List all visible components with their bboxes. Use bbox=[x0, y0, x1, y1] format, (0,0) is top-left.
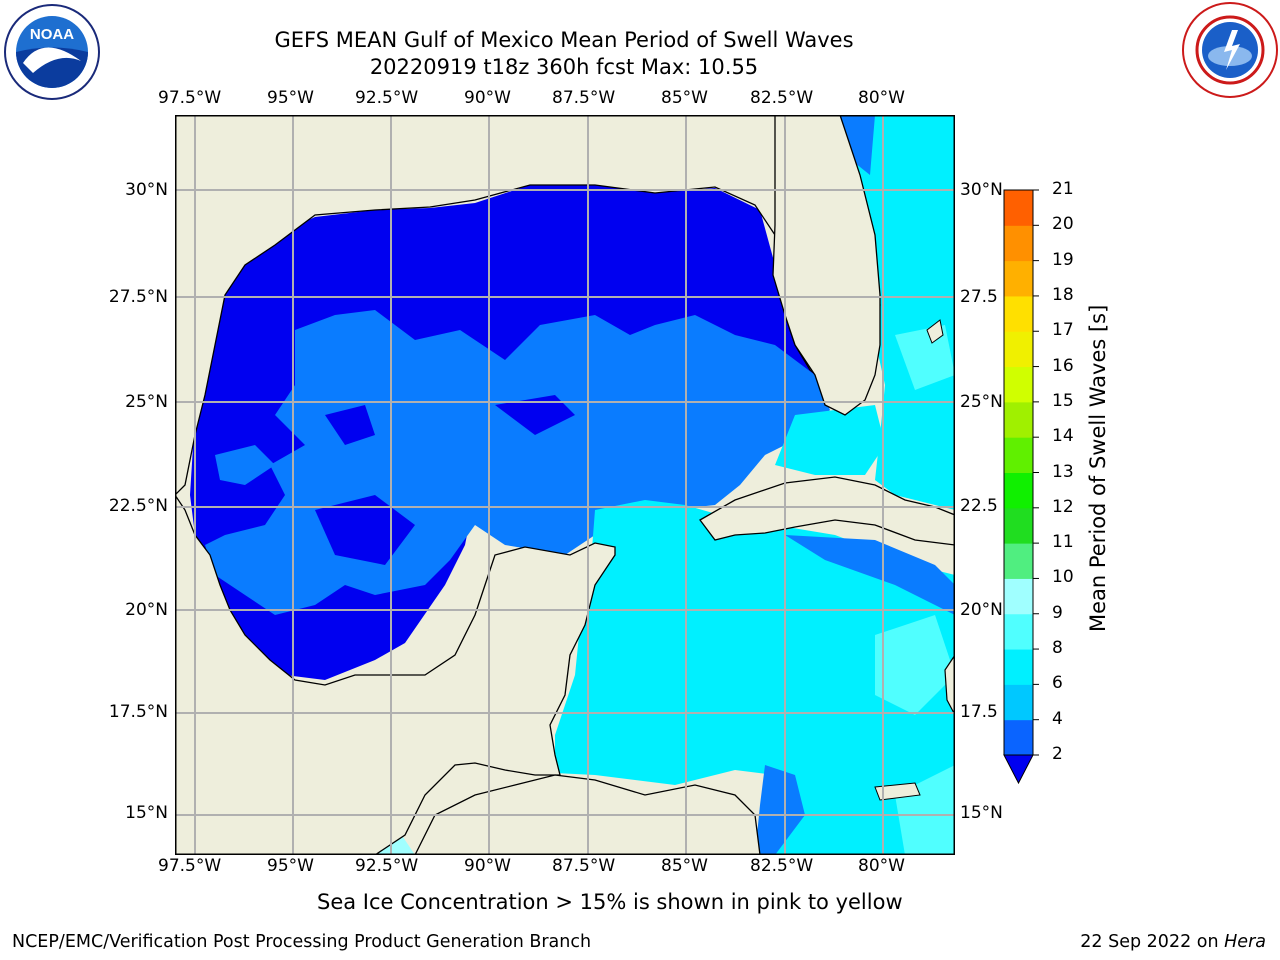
caribbean-cyan-swell-area bbox=[555, 500, 955, 855]
caribbean-dark-swell-edge bbox=[785, 535, 955, 615]
lon-tick-top: 80°W bbox=[858, 88, 905, 108]
lon-tick-bottom: 95°W bbox=[267, 856, 314, 876]
colorbar-tick-label: 6 bbox=[1052, 673, 1063, 694]
colorbar-tick-label: 21 bbox=[1052, 179, 1074, 199]
lon-tick-bottom: 92.5°W bbox=[355, 856, 419, 876]
land-yucatan bbox=[175, 493, 616, 855]
colorbar-segment bbox=[1004, 401, 1033, 438]
caribbean-dark-swell-edge bbox=[755, 765, 805, 855]
footer-credit: NCEP/EMC/Verification Post Processing Pr… bbox=[12, 932, 592, 952]
colorbar-tick-label: 16 bbox=[1052, 355, 1074, 376]
colorbar bbox=[1003, 189, 1039, 785]
colorbar-tick-label: 11 bbox=[1052, 532, 1074, 553]
colorbar-segment bbox=[1004, 719, 1033, 756]
colorbar-tick-label: 8 bbox=[1052, 638, 1063, 659]
chart-subtitle: 20220919 t18z 360h fcst Max: 10.55 bbox=[369, 55, 759, 79]
cyan-light-patch bbox=[895, 325, 955, 390]
gulf-dark-swell-patch bbox=[325, 405, 375, 445]
lon-tick-top: 87.5°W bbox=[552, 88, 616, 108]
colorbar-extension bbox=[1003, 754, 1034, 785]
colorbar-tick-label: 14 bbox=[1052, 426, 1074, 447]
land-cuba bbox=[699, 476, 955, 546]
colorbar-segment bbox=[1004, 190, 1033, 226]
lat-tick-left: 30°N bbox=[125, 180, 168, 200]
colorbar-segment bbox=[1004, 613, 1033, 650]
colorbar-tick-label: 12 bbox=[1052, 496, 1074, 517]
lat-tick-left: 27.5°N bbox=[108, 287, 168, 307]
lon-tick-bottom: 80°W bbox=[858, 856, 905, 876]
lat-tick-left: 15°N bbox=[125, 803, 168, 823]
lat-tick-right: 30°N bbox=[960, 180, 1003, 200]
land-jamaica bbox=[874, 782, 921, 801]
colorbar-tick-label: 13 bbox=[1052, 461, 1074, 482]
footer-date: 22 Sep 2022 on Hera bbox=[1080, 932, 1266, 952]
map-plot bbox=[175, 115, 955, 855]
lon-tick-top: 97.5°W bbox=[158, 88, 222, 108]
lon-tick-bottom: 90°W bbox=[464, 856, 511, 876]
lat-tick-right: 22.5 bbox=[960, 496, 998, 516]
lon-tick-top: 90°W bbox=[464, 88, 511, 108]
nws-logo-icon bbox=[1182, 2, 1278, 98]
colorbar-label: Mean Period of Swell Waves [s] bbox=[1086, 304, 1110, 632]
colorbar-tick-label: 10 bbox=[1052, 567, 1074, 588]
lon-tick-top: 92.5°W bbox=[355, 88, 419, 108]
cyan-light-patch bbox=[875, 615, 955, 715]
svg-text:NOAA: NOAA bbox=[30, 26, 74, 43]
lat-tick-right: 15°N bbox=[960, 803, 1003, 823]
colorbar-segment bbox=[1004, 649, 1033, 685]
gulf-dark-swell-patch bbox=[495, 395, 575, 435]
colorbar-tick-label: 9 bbox=[1052, 602, 1063, 623]
colorbar-tick-label: 17 bbox=[1052, 320, 1074, 341]
map-frame bbox=[175, 115, 955, 855]
footer-date-text: 22 Sep 2022 on bbox=[1080, 932, 1225, 952]
colorbar-segment bbox=[1004, 260, 1033, 297]
colorbar-segment bbox=[1004, 225, 1033, 262]
lon-tick-top: 85°W bbox=[661, 88, 708, 108]
lat-tick-left: 25°N bbox=[125, 392, 168, 412]
footer-machine: Hera bbox=[1224, 932, 1266, 952]
lon-tick-top: 95°W bbox=[267, 88, 314, 108]
lon-tick-bottom: 97.5°W bbox=[158, 856, 222, 876]
land-bahamas bbox=[926, 319, 944, 344]
noaa-logo-icon: NOAA bbox=[4, 4, 100, 100]
lat-tick-right: 17.5 bbox=[960, 702, 998, 722]
lon-tick-bottom: 82.5°W bbox=[750, 856, 814, 876]
gulf-medium-swell-area bbox=[215, 445, 275, 485]
colorbar-segment bbox=[1004, 437, 1033, 473]
colorbar-tick-label: 18 bbox=[1052, 284, 1074, 305]
lat-tick-left: 22.5°N bbox=[108, 496, 168, 516]
straits-cyan-swell-area bbox=[775, 405, 885, 475]
colorbar-tick-label: 4 bbox=[1052, 708, 1063, 729]
colorbar-segment bbox=[1004, 684, 1033, 721]
lat-tick-right: 20°N bbox=[960, 600, 1003, 620]
colorbar-segment bbox=[1004, 472, 1033, 509]
colorbar-segment bbox=[1004, 578, 1033, 615]
colorbar-tick-label: 2 bbox=[1052, 744, 1063, 764]
colorbar-tick-label: 20 bbox=[1052, 214, 1074, 235]
lat-tick-right: 27.5 bbox=[960, 287, 998, 307]
lat-tick-left: 20°N bbox=[125, 600, 168, 620]
lat-tick-right: 25°N bbox=[960, 392, 1003, 412]
map-gridlines bbox=[175, 115, 955, 855]
colorbar-segment bbox=[1004, 507, 1033, 544]
lon-tick-bottom: 87.5°W bbox=[552, 856, 616, 876]
colorbar-tick-label: 19 bbox=[1052, 249, 1074, 270]
sea-ice-note: Sea Ice Concentration > 15% is shown in … bbox=[317, 890, 903, 914]
colorbar-tick-label: 15 bbox=[1052, 390, 1074, 411]
lon-tick-bottom: 85°W bbox=[661, 856, 708, 876]
colorbar-segment bbox=[1004, 543, 1033, 579]
lon-tick-top: 82.5°W bbox=[750, 88, 814, 108]
land-hispaniola bbox=[944, 653, 955, 716]
chart-title: GEFS MEAN Gulf of Mexico Mean Period of … bbox=[274, 28, 854, 52]
colorbar-segment bbox=[1004, 366, 1033, 403]
lat-tick-left: 17.5°N bbox=[108, 702, 168, 722]
colorbar-segment bbox=[1004, 331, 1033, 368]
colorbar-segment bbox=[1004, 295, 1033, 332]
